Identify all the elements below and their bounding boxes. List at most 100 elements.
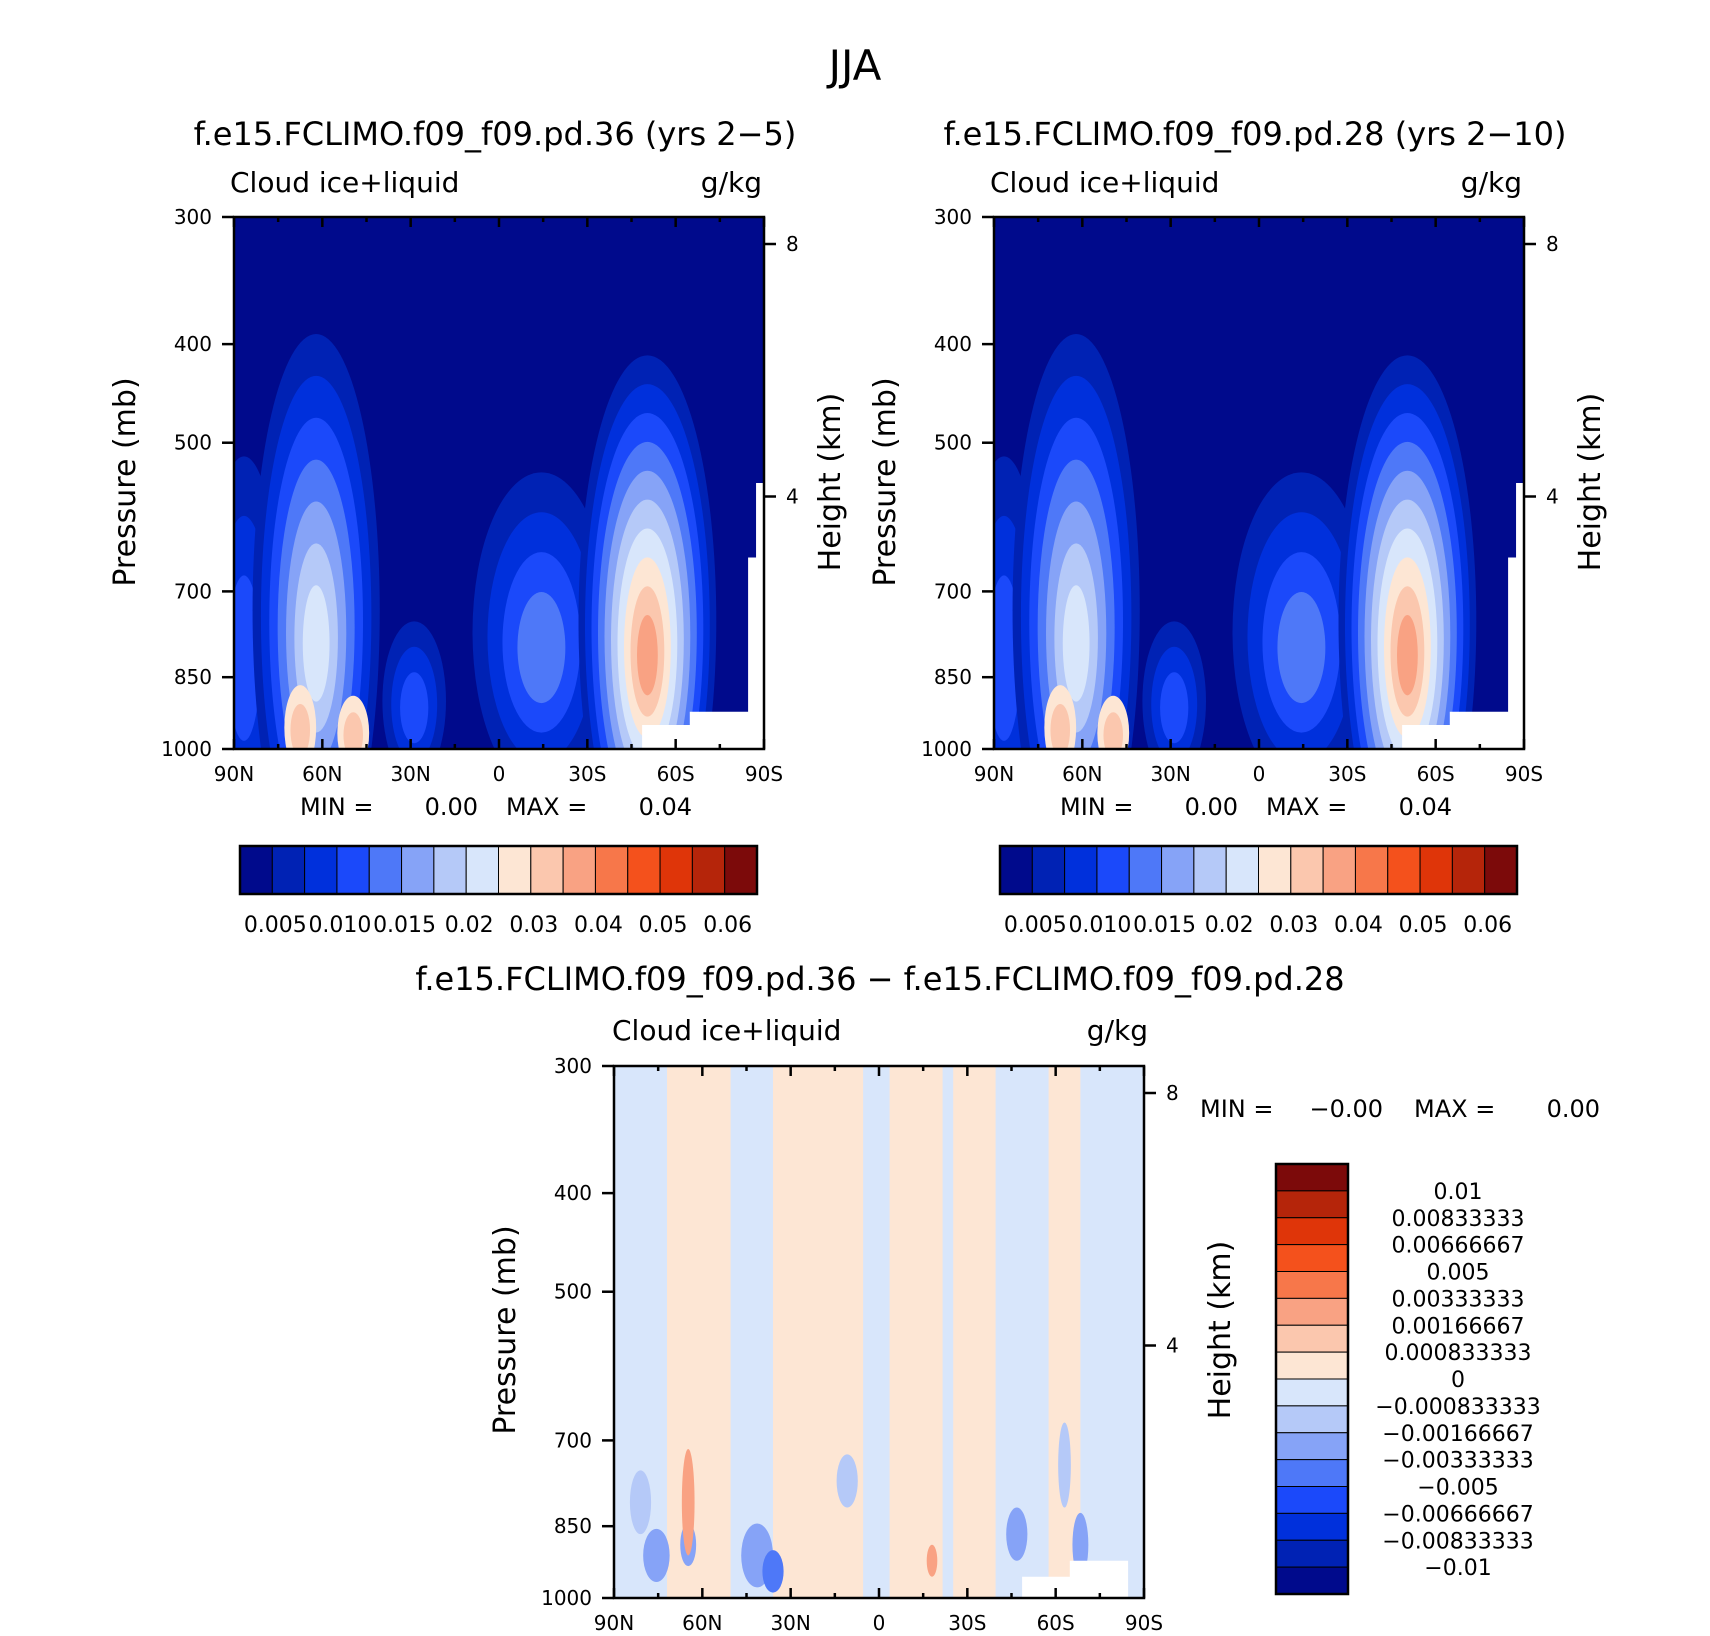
panel-diff-colorbar-label: 0.01	[1434, 1180, 1483, 1205]
panel-right-x-tick-label: 90S	[1505, 762, 1543, 786]
panel-left-y-tick-label: 1000	[161, 737, 212, 761]
panel-diff-anomaly-5	[762, 1550, 784, 1593]
panel-diff-field	[614, 1066, 1144, 1598]
panel-diff-colorbar-label: 0.00166667	[1392, 1314, 1525, 1339]
panel-diff-y-right-tick-label: 8	[1166, 1081, 1179, 1105]
panel-diff-colorbar-label: −0.005	[1417, 1476, 1498, 1501]
panel-diff-colorbar-swatch	[1275, 1378, 1349, 1407]
panel-left-colorbar-swatch	[465, 845, 499, 895]
panel-diff-colorbar-swatch	[1275, 1244, 1349, 1272]
panel-right-x-tick-label: 60S	[1417, 762, 1455, 786]
panel-diff-colorbar-label: −0.00666667	[1382, 1502, 1533, 1527]
panel-diff-ylabel: Pressure (mb)	[488, 1225, 523, 1434]
panel-diff-colorbar-label: 0.00833333	[1392, 1207, 1525, 1232]
panel-diff-y-tick-label: 700	[554, 1428, 592, 1452]
panel-right-colorbar-swatch	[1290, 845, 1324, 895]
panel-left-field	[234, 217, 764, 749]
panel-right-colorbar-swatch	[1064, 845, 1098, 895]
panel-diff-y-tick-label: 1000	[541, 1586, 592, 1610]
panel-diff-y-tick-label: 300	[554, 1054, 592, 1078]
panel-right-y-tick-label: 300	[934, 205, 972, 229]
panel-right-sh-storm-track-level-10	[1397, 615, 1418, 696]
panel-diff-colorbar-swatch	[1275, 1217, 1349, 1246]
panel-right-x-tick-label: 30N	[1150, 762, 1190, 786]
panel-diff-variable-label: Cloud ice+liquid	[612, 1014, 841, 1047]
panel-right-colorbar-label: 0.05	[1399, 913, 1448, 938]
panel-right-y-right-tick-label: 4	[1546, 485, 1559, 509]
panel-left-units: g/kg	[701, 166, 762, 199]
panel-left-colorbar-swatch	[562, 845, 596, 895]
panel-diff-colorbar-swatch	[1275, 1486, 1349, 1514]
panel-left-x-tick-label: 90N	[214, 762, 254, 786]
panel-right-units: g/kg	[1461, 166, 1522, 199]
panel-left-colorbar-swatch	[304, 845, 338, 895]
panel-right-max-value: 0.04	[1399, 793, 1452, 821]
panel-left-colorbar-swatch	[271, 845, 306, 895]
panel-diff-colorbar-swatch	[1275, 1512, 1349, 1541]
figure-title: JJA	[826, 41, 882, 90]
panel-left-nh-surface-b-level-9	[343, 712, 364, 749]
panel-diff-colorbar-frame	[1274, 1162, 1350, 1596]
panel-left-colorbar-label: 0.005	[244, 913, 307, 938]
panel-right-tropics-level-4	[1277, 592, 1326, 704]
panel-diff-colorbar-label: −0.00833333	[1382, 1529, 1533, 1554]
panel-diff-max-label: MAX =	[1414, 1095, 1495, 1123]
panel-diff-anomaly-0	[629, 1470, 652, 1535]
panel-left-colorbar-swatch	[627, 845, 661, 895]
panel-diff-colorbar-label: −0.000833333	[1375, 1395, 1540, 1420]
panel-diff-y-tick-label: 850	[554, 1514, 592, 1538]
panel-diff-positive-band-0	[667, 1066, 731, 1598]
panel-left-colorbar-label: 0.04	[574, 913, 623, 938]
panel-left-y-right-tick-label: 8	[786, 232, 799, 256]
panel-right-colorbar-label: 0.015	[1133, 913, 1196, 938]
panel-left-x-tick-label: 90S	[745, 762, 783, 786]
panel-right-nh-midlat-level-7	[1062, 585, 1090, 702]
panel-right-y-tick-label: 1000	[921, 737, 972, 761]
panel-right-y-tick-label: 400	[934, 332, 972, 356]
panel-diff-anomaly-6	[836, 1454, 858, 1508]
panel-right-colorbar-swatch	[1161, 845, 1195, 895]
panel-diff-anomaly-8	[1058, 1422, 1071, 1508]
panel-diff-colorbar-swatch	[1275, 1351, 1349, 1380]
panel-left-colorbar-label: 0.03	[509, 913, 558, 938]
panel-left-nh-subtrop-level-3	[400, 672, 429, 744]
panel-diff-y-tick-label: 400	[554, 1181, 592, 1205]
panel-left: f.e15.FCLIMO.f09_f09.pd.36 (yrs 2−5) Clo…	[108, 115, 848, 938]
panel-left-colorbar-swatch	[401, 845, 435, 895]
panel-right-ylabel-right: Height (km)	[1573, 393, 1608, 572]
panel-right-colorbar-swatch	[1193, 845, 1227, 895]
panel-left-x-tick-label: 60N	[302, 762, 342, 786]
panel-left-colorbar-swatch	[594, 845, 629, 895]
panel-diff-colorbar-swatch	[1275, 1324, 1349, 1353]
panel-diff-anomaly-3	[681, 1449, 695, 1556]
panel-diff-colorbar-swatch	[1275, 1163, 1349, 1192]
panel-left-colorbar-frame	[238, 844, 759, 896]
panel-diff-y-right-tick-label: 4	[1166, 1334, 1179, 1358]
panel-right-colorbar-label: 0.02	[1205, 913, 1254, 938]
panel-right-x-tick-label: 60N	[1062, 762, 1102, 786]
panel-left-sh-storm-track-level-10	[637, 615, 658, 696]
panel-left-x-tick-label: 30N	[390, 762, 430, 786]
panel-diff-min-value: −0.00	[1309, 1095, 1383, 1123]
panel-right-colorbar-swatch	[1258, 845, 1292, 895]
panel-right-max-label: MAX =	[1266, 793, 1347, 821]
panel-right-colorbar-swatch	[1128, 845, 1163, 895]
panel-right-terrain-mask	[1402, 483, 1524, 749]
panel-diff-ylabel-right: Height (km)	[1203, 1241, 1238, 1420]
panel-diff-max-value: 0.00	[1547, 1095, 1600, 1123]
panel-diff-positive-band-3	[953, 1066, 996, 1598]
panel-diff-x-tick-label: 0	[873, 1611, 886, 1635]
panel-diff-colorbar-label: 0.00666667	[1392, 1234, 1525, 1259]
panel-right-nh-surface-a-level-9	[1050, 703, 1071, 749]
panel-diff-colorbar-swatch	[1275, 1539, 1349, 1568]
panel-left-terrain-mask	[642, 483, 764, 749]
panel-diff-x-tick-label: 60N	[682, 1611, 722, 1635]
panel-diff-units: g/kg	[1087, 1014, 1148, 1047]
panel-right-min-value: 0.00	[1185, 793, 1238, 821]
panel-right-title: f.e15.FCLIMO.f09_f09.pd.28 (yrs 2−10)	[944, 115, 1567, 153]
panel-diff-colorbar-label: 0.000833333	[1385, 1341, 1532, 1366]
panel-left-colorbar-label: 0.06	[703, 913, 752, 938]
panel-left-ylabel: Pressure (mb)	[108, 377, 143, 586]
panel-diff-x-tick-label: 60S	[1037, 1611, 1075, 1635]
panel-diff-colorbar-swatch	[1275, 1190, 1349, 1219]
